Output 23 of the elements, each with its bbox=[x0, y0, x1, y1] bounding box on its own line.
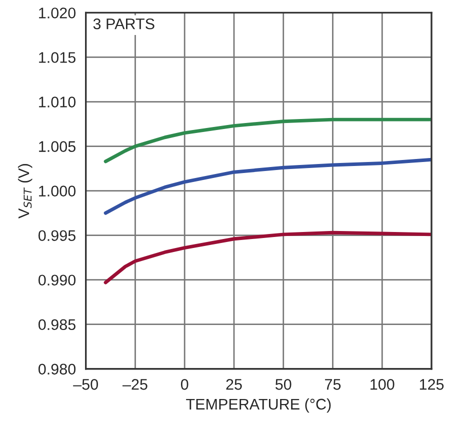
x-tick-label: 50 bbox=[275, 379, 292, 390]
y-tick-label: 0.995 bbox=[38, 230, 76, 242]
y-tick-label: 1.010 bbox=[39, 96, 76, 108]
line-series bbox=[104, 158, 432, 215]
y-axis-title: V$_{SET}$ (V) bbox=[18, 164, 32, 218]
y-tick-label: 1.015 bbox=[39, 52, 76, 63]
line-series bbox=[104, 118, 432, 164]
y-tick-label: 0.980 bbox=[38, 364, 76, 375]
x-tick-label: –25 bbox=[122, 379, 148, 390]
annotation: 3 PARTS bbox=[93, 18, 154, 30]
y-tick-label: 0.985 bbox=[38, 319, 76, 330]
x-tick-label: 125 bbox=[420, 379, 444, 390]
x-tick-label: 100 bbox=[370, 379, 394, 390]
x-axis-title: TEMPERATURE (°C) bbox=[186, 398, 331, 413]
y-tick-label: 0.990 bbox=[38, 274, 76, 286]
y-tick-label: 1.005 bbox=[39, 141, 76, 152]
x-tick-label: –50 bbox=[73, 379, 98, 390]
x-tick-label: 75 bbox=[325, 379, 341, 390]
y-tick-label: 1.020 bbox=[39, 8, 76, 18]
y-tick-label: 1.000 bbox=[39, 186, 76, 196]
x-tick-label: 25 bbox=[226, 379, 242, 390]
x-tick-label: 0 bbox=[180, 379, 188, 390]
line-series bbox=[104, 230, 432, 284]
